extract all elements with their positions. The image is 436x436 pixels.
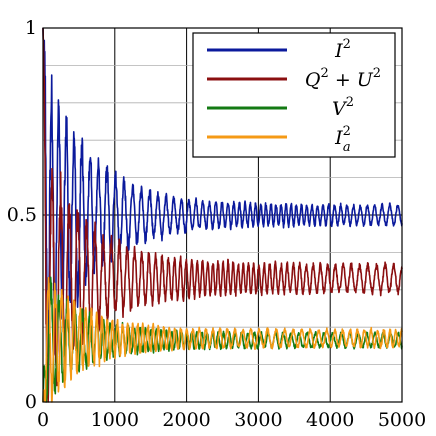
x-tick-label: 1000 xyxy=(91,409,139,431)
legend-box xyxy=(192,32,396,158)
legend-entry-label: V2 xyxy=(332,95,354,120)
x-tick-label: 0 xyxy=(37,409,49,431)
series-layer xyxy=(42,27,403,403)
series-line xyxy=(42,276,403,403)
x-tick-label: 2000 xyxy=(162,409,210,431)
x-tick-label: 3000 xyxy=(234,409,282,431)
plot-frame xyxy=(42,27,403,403)
legend-entry-label: I2 a xyxy=(334,124,351,155)
tick-labels: 0 1000 2000 3000 4000 5000 0 0.5 1 xyxy=(7,17,426,431)
series-line xyxy=(42,27,403,357)
x-tick-label: 4000 xyxy=(306,409,354,431)
legend: I2 Q2 + U2 V2 I2 a xyxy=(192,32,396,158)
legend-entry-label: Q2 + U2 xyxy=(305,66,381,91)
y-tick-label: 0.5 xyxy=(7,204,37,226)
y-tick-label: 0 xyxy=(25,391,37,413)
legend-entry-label: I2 xyxy=(334,37,351,62)
y-tick-label: 1 xyxy=(25,17,37,39)
x-tick-label: 5000 xyxy=(378,409,426,431)
series-line xyxy=(42,27,403,403)
